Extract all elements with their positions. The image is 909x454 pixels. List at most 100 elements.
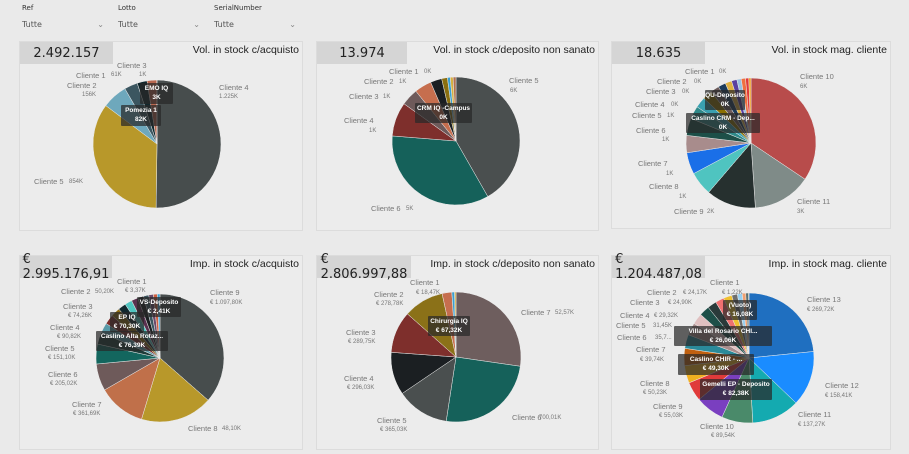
slice-label: Cliente 4 — [50, 323, 80, 332]
slice-label: Cliente 9 — [674, 207, 704, 216]
kpi-total: 2.492.157 — [20, 42, 113, 64]
slice-label: Cliente 3 — [349, 92, 379, 101]
slice-value: 0K — [671, 102, 679, 108]
slice-value: 6K — [800, 84, 808, 90]
slice-value: 2K — [707, 209, 715, 215]
slice-label: Cliente 1 — [117, 277, 147, 286]
slice-value: 48,10K — [222, 426, 242, 432]
slice-label: Cliente 10 — [800, 72, 834, 81]
slice-value: € 151,10K — [48, 355, 76, 361]
slice-value: € 365,03K — [380, 427, 408, 433]
slice-value: € 269,72K — [807, 307, 835, 313]
slice-value: 0K — [682, 89, 690, 95]
slice-label: Cliente 6 — [617, 333, 647, 342]
slice-label: Cliente 2 — [61, 287, 91, 296]
slice-value: 1.225K — [219, 94, 239, 100]
slice-value: 52,57K — [555, 310, 575, 316]
data-label-box: Caslino Alta Rotaz... € 76,39K — [96, 331, 168, 351]
slice-value: € 50,23K — [643, 390, 668, 396]
panel-vol-acquisto[interactable]: 2.492.157 Vol. in stock c/acquisto — [19, 41, 303, 231]
slice-label: Cliente 9 — [210, 288, 240, 297]
slice-label: Cliente 3 — [630, 298, 660, 307]
slice-value: € 278,78K — [376, 301, 404, 307]
slice-label: Cliente 7 — [72, 400, 102, 409]
slice-value: 50,20K — [95, 289, 115, 295]
slice-value: € 90,82K — [57, 334, 82, 340]
slice-label: Cliente 3 — [63, 302, 93, 311]
slice-value: € 361,69K — [73, 411, 101, 417]
panel-vol-deposito[interactable]: 13.974 Vol. in stock c/deposito non sana… — [316, 41, 599, 231]
slice-value: 156K — [82, 92, 97, 98]
slice-value: € 24,17K — [683, 290, 708, 296]
slice-value: 1K — [383, 94, 391, 100]
slice-value: € 3,37K — [125, 288, 146, 294]
slice-label: Cliente 2 — [374, 290, 404, 299]
slice-label: Cliente 6 — [636, 126, 666, 135]
slice-label: Cliente 1 — [685, 67, 715, 76]
panel-title: Vol. in stock mag. cliente — [771, 44, 887, 56]
data-label-box: Chirurgia IQ € 67,32K — [428, 316, 470, 336]
slice-label: Cliente 1 — [389, 67, 419, 76]
slice-label: Cliente 9 — [653, 402, 683, 411]
chevron-down-icon[interactable]: ⌄ — [97, 20, 104, 29]
slice-value: € 29,32K — [654, 313, 679, 319]
slice-label: Cliente 5 — [632, 111, 662, 120]
slice-value: 1K — [667, 113, 675, 119]
data-label-box: VS-Deposito € 2,41K — [137, 297, 181, 317]
slice-value: € 1.097,80K — [210, 300, 243, 306]
filter-lotto[interactable]: Lotto Tutte ⌄ — [118, 4, 208, 29]
slice-value: 854K — [69, 179, 84, 185]
slice-label: Cliente 12 — [825, 381, 859, 390]
slice-label: Cliente 1 — [710, 278, 740, 287]
panel-title: Vol. in stock c/acquisto — [192, 44, 299, 56]
slice-value: 35,7... — [655, 335, 672, 341]
slice-label: Cliente 3 — [346, 328, 376, 337]
slice-value: 6K — [510, 88, 518, 94]
kpi-total: € 2.806.997,88 — [317, 252, 411, 282]
slice-label: Cliente 1 — [410, 278, 440, 287]
slice-label: Cliente 2 — [647, 288, 677, 297]
slice-value: 0K — [719, 69, 727, 75]
filter-serialnumber[interactable]: SerialNumber Tutte ⌄ — [214, 4, 304, 29]
panel-title: Imp. in stock c/acquisto — [189, 258, 299, 270]
slice-value: € 18,47K — [416, 290, 441, 296]
slice-label: Cliente 5 — [45, 344, 75, 353]
filter-label: SerialNumber — [214, 4, 262, 12]
slice-value: € 89,54K — [711, 433, 736, 439]
data-label-box: Villa del Rosario CHI... € 26,06K — [674, 326, 772, 346]
slice-value: 1K — [662, 137, 670, 143]
slice-value: 31,45K — [653, 323, 673, 329]
slice-value: 0K — [694, 79, 702, 85]
data-label-box: EMO IQ 3K — [140, 83, 173, 104]
chevron-down-icon[interactable]: ⌄ — [289, 20, 296, 29]
data-label-box: Pomezia 1 82K — [121, 105, 161, 126]
data-label-box: Caslino CHIR - ... € 49,30K — [678, 354, 754, 375]
slice-value: € 39,74K — [640, 357, 665, 363]
slice-label: Cliente 8 — [188, 424, 218, 433]
slice-value: € 74,26K — [68, 313, 93, 319]
slice-value: 1K — [399, 79, 407, 85]
slice-label: Cliente 2 — [364, 77, 394, 86]
slice-value: € 24,90K — [668, 300, 693, 306]
slice-value: € 296,03K — [347, 385, 375, 391]
panel-title: Imp. in stock mag. cliente — [768, 258, 887, 270]
panel-title: Imp. in stock c/deposito non sanato — [430, 258, 595, 270]
slice-label: Cliente 13 — [807, 295, 841, 304]
slice-value: € 55,03K — [659, 413, 684, 419]
slice-value: € 137,27K — [798, 422, 826, 428]
slice-value: 1K — [139, 72, 147, 78]
chevron-down-icon[interactable]: ⌄ — [193, 20, 200, 29]
slice-value: 3K — [797, 209, 805, 215]
data-label-box: Gemelli EP - Deposito € 82,38K — [700, 379, 772, 400]
filter-label: Ref — [22, 4, 34, 12]
panel-vol-mag-cliente[interactable]: 18.635 Vol. in stock mag. cliente — [611, 41, 891, 229]
slice-label: Cliente 8 — [640, 379, 670, 388]
slice-label: Cliente 4 — [219, 83, 249, 92]
slice-value: 1K — [679, 194, 687, 200]
slice-value: 61K — [111, 72, 122, 78]
filter-ref[interactable]: Ref Tutte ⌄ — [22, 4, 112, 29]
slice-label: Cliente 6 — [371, 204, 401, 213]
kpi-total: 13.974 — [317, 42, 407, 64]
slice-label: Cliente 4 — [620, 311, 650, 320]
slice-label: Cliente 10 — [700, 422, 734, 431]
